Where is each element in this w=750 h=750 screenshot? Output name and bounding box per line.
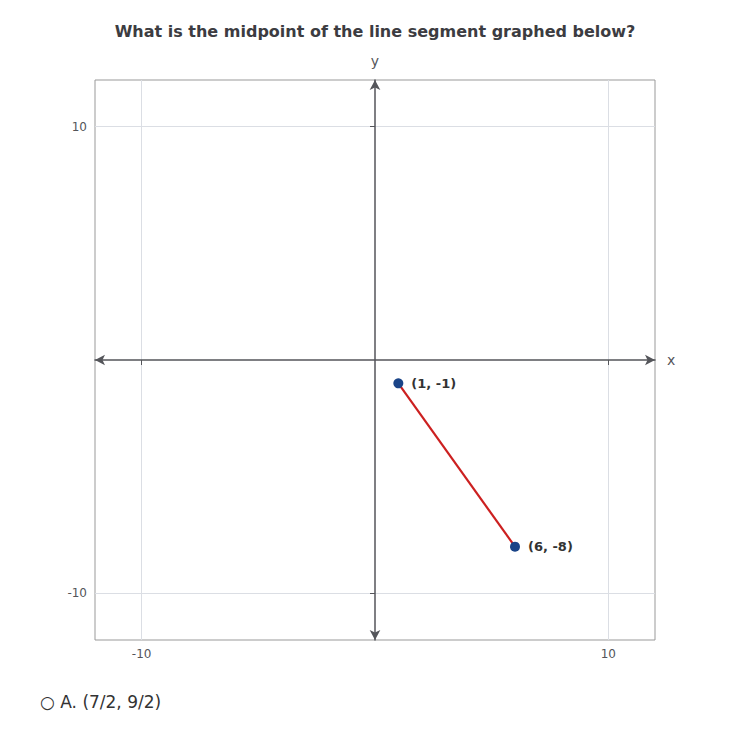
svg-text:○ A. (7/2, 9/2): ○ A. (7/2, 9/2) (40, 692, 161, 712)
svg-text:x: x (667, 352, 675, 368)
svg-text:10: 10 (601, 647, 616, 661)
svg-text:(1, -1): (1, -1) (411, 376, 456, 391)
svg-text:What is the midpoint of the li: What is the midpoint of the line segment… (115, 22, 636, 41)
svg-text:-10: -10 (132, 647, 152, 661)
svg-text:y: y (371, 53, 379, 69)
svg-text:-10: -10 (67, 586, 87, 600)
svg-text:10: 10 (72, 120, 87, 134)
svg-text:(6, -8): (6, -8) (528, 539, 573, 554)
